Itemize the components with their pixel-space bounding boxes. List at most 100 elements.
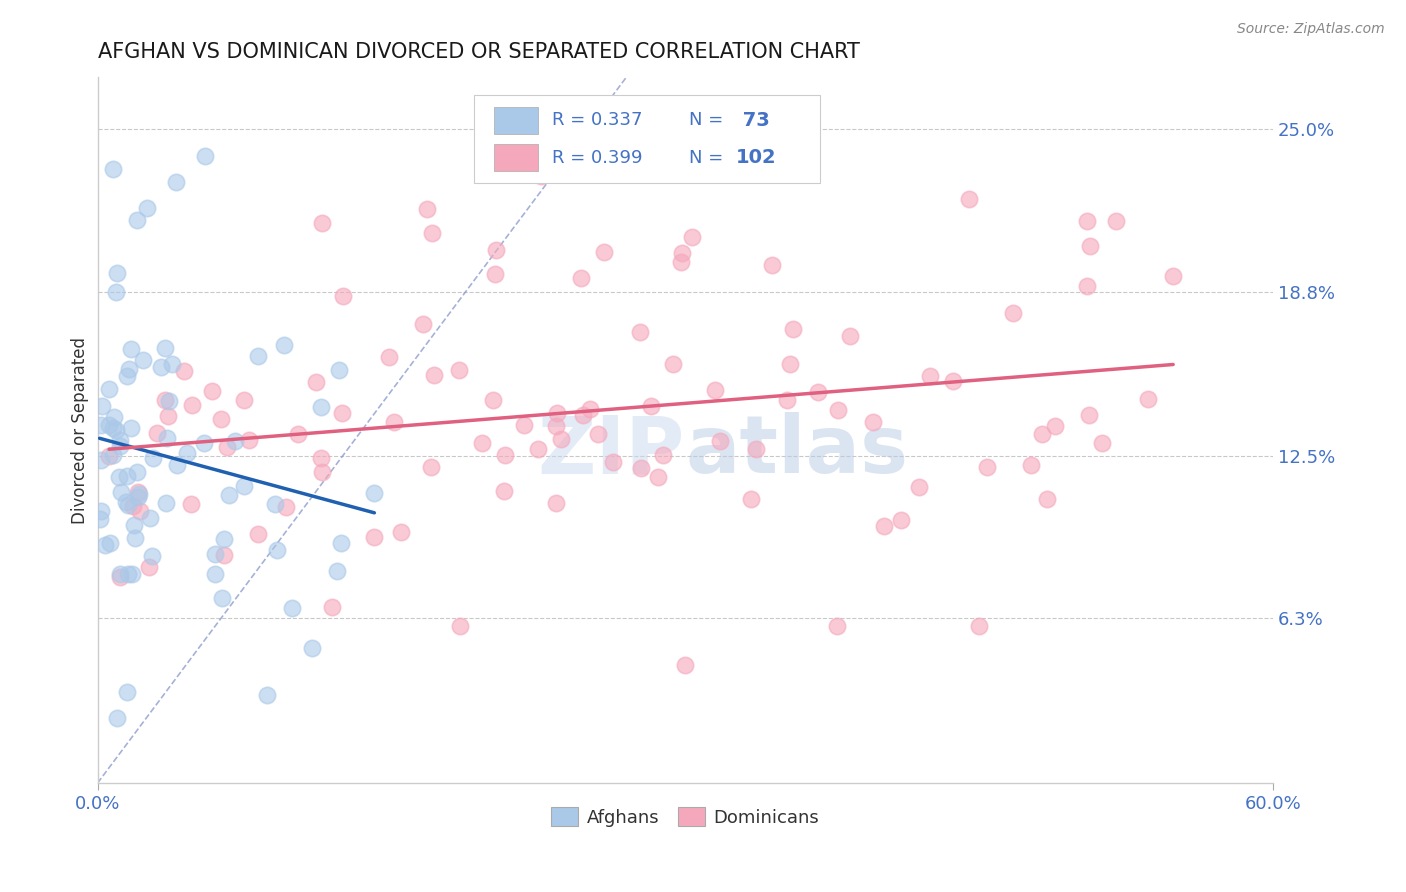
Point (173, 364, 195, 378)
Point (138, 559, 160, 574)
Text: 102: 102 (735, 148, 776, 167)
Point (703, 383, 725, 397)
Point (121, 342, 143, 356)
Point (155, 393, 177, 408)
Point (233, 479, 256, 493)
Point (423, 368, 446, 382)
Point (807, 384, 830, 399)
Point (957, 192, 980, 206)
Point (238, 434, 260, 448)
Text: 73: 73 (735, 111, 769, 130)
Point (309, 450, 332, 465)
Text: AFGHAN VS DOMINICAN DIVORCED OR SEPARATED CORRELATION CHART: AFGHAN VS DOMINICAN DIVORCED OR SEPARATE… (97, 42, 859, 62)
Point (209, 412, 232, 426)
Point (1105, 214, 1128, 228)
Point (325, 564, 347, 578)
Text: N =: N = (689, 112, 723, 129)
Point (103, 421, 125, 435)
Point (121, 566, 143, 581)
Point (908, 480, 931, 494)
Point (232, 392, 254, 407)
Point (761, 258, 783, 272)
Point (1136, 392, 1159, 406)
Point (105, 711, 128, 725)
Point (108, 439, 131, 453)
Point (114, 495, 136, 509)
Point (100, 536, 122, 550)
Point (382, 415, 405, 429)
Point (246, 349, 269, 363)
Point (494, 448, 516, 462)
Point (103, 161, 125, 176)
Point (105, 266, 128, 280)
Text: atlas: atlas (685, 412, 908, 491)
Point (104, 285, 127, 299)
Point (662, 357, 685, 371)
Point (1031, 427, 1053, 442)
Point (1076, 279, 1098, 293)
Point (129, 503, 152, 517)
Point (157, 409, 180, 423)
Point (131, 353, 153, 368)
Point (920, 368, 942, 383)
Point (263, 497, 285, 511)
Point (628, 325, 651, 339)
Point (647, 470, 669, 484)
Point (215, 440, 238, 454)
Point (90, 504, 112, 518)
Point (115, 684, 138, 698)
Point (117, 566, 139, 581)
Point (103, 409, 125, 424)
Point (651, 448, 673, 462)
Point (176, 446, 198, 460)
Point (90, 417, 112, 432)
Point (135, 201, 157, 215)
Point (420, 460, 443, 475)
Point (546, 496, 568, 510)
FancyBboxPatch shape (474, 95, 820, 183)
Point (550, 432, 572, 446)
Point (492, 484, 515, 499)
FancyBboxPatch shape (494, 145, 538, 171)
Point (363, 485, 385, 500)
Point (218, 488, 240, 502)
Point (212, 549, 235, 563)
Point (141, 549, 163, 563)
Point (671, 246, 693, 260)
Point (311, 216, 333, 230)
Point (157, 394, 180, 409)
Point (779, 357, 801, 371)
Point (862, 415, 884, 429)
Point (165, 175, 187, 189)
Point (890, 514, 912, 528)
Point (569, 271, 592, 285)
Point (125, 212, 148, 227)
Point (578, 401, 600, 416)
Point (301, 640, 323, 655)
Point (181, 398, 204, 412)
Point (572, 408, 595, 422)
Point (90, 453, 112, 467)
Legend: Afghans, Dominicans: Afghans, Dominicans (544, 800, 827, 834)
Point (673, 658, 696, 673)
Point (93, 538, 115, 552)
Point (389, 524, 412, 539)
Point (281, 601, 304, 615)
Point (311, 465, 333, 479)
Point (782, 321, 804, 335)
Point (108, 570, 131, 584)
Point (110, 433, 132, 447)
Point (122, 499, 145, 513)
Point (287, 427, 309, 442)
Point (274, 500, 297, 514)
Point (305, 376, 328, 390)
Point (193, 436, 215, 450)
Point (224, 434, 246, 448)
Point (89, 512, 111, 526)
Point (1161, 269, 1184, 284)
Point (976, 460, 998, 475)
Point (378, 351, 401, 365)
Point (709, 434, 731, 449)
Point (180, 497, 202, 511)
Point (120, 421, 142, 435)
